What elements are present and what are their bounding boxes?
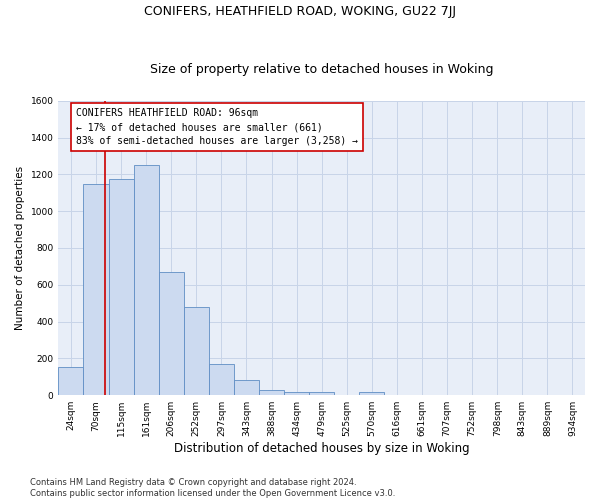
Bar <box>83 184 109 395</box>
Bar <box>58 366 83 395</box>
Bar <box>159 272 184 395</box>
Bar <box>284 392 309 395</box>
Bar <box>309 392 334 395</box>
Y-axis label: Number of detached properties: Number of detached properties <box>15 166 25 330</box>
Bar <box>234 380 259 395</box>
Text: CONIFERS HEATHFIELD ROAD: 96sqm
← 17% of detached houses are smaller (661)
83% o: CONIFERS HEATHFIELD ROAD: 96sqm ← 17% of… <box>76 108 358 146</box>
Bar <box>134 165 159 395</box>
Bar <box>259 390 284 395</box>
Bar <box>109 179 134 395</box>
Text: CONIFERS, HEATHFIELD ROAD, WOKING, GU22 7JJ: CONIFERS, HEATHFIELD ROAD, WOKING, GU22 … <box>144 5 456 18</box>
Bar <box>359 392 385 395</box>
Bar <box>209 364 234 395</box>
X-axis label: Distribution of detached houses by size in Woking: Distribution of detached houses by size … <box>174 442 470 455</box>
Title: Size of property relative to detached houses in Woking: Size of property relative to detached ho… <box>150 63 493 76</box>
Text: Contains HM Land Registry data © Crown copyright and database right 2024.
Contai: Contains HM Land Registry data © Crown c… <box>30 478 395 498</box>
Bar <box>184 307 209 395</box>
